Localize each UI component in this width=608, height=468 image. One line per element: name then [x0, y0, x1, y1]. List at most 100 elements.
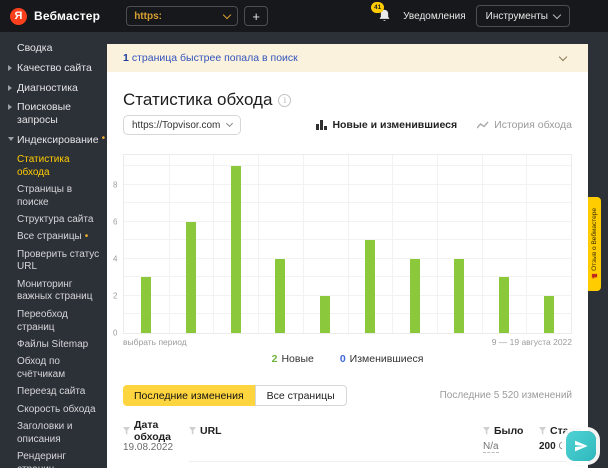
- chart-bar[interactable]: [454, 258, 465, 333]
- new-indicator-dot: •: [84, 231, 89, 243]
- gridline-vertical: [481, 155, 483, 333]
- sidebar-item[interactable]: Сводка: [8, 42, 101, 55]
- tab-all-pages[interactable]: Все страницы: [254, 385, 347, 406]
- notifications-bell[interactable]: 41: [371, 2, 393, 24]
- toggle-new-changed[interactable]: Новые и изменившиеся: [316, 119, 457, 131]
- changes-summary: Последние 5 520 изменений: [439, 390, 572, 401]
- tools-menu-button[interactable]: Инструменты: [475, 5, 570, 27]
- crawl-chart: 0 2 4 6 8 выбрать период 9 — 19 августа 2022…: [113, 154, 572, 365]
- sidebar-subitem[interactable]: Структура сайта: [17, 214, 101, 227]
- filter-icon[interactable]: [189, 427, 196, 435]
- sidebar-subitem-label: Все страницы: [17, 231, 82, 243]
- cell-crawl-date: 19.08.2022: [123, 441, 174, 453]
- sidebar-item[interactable]: Поисковые запросы: [8, 101, 101, 127]
- table-row: N/a302 Found: [123, 461, 572, 468]
- sidebar-item[interactable]: Качество сайта: [8, 62, 101, 75]
- sidebar-subitem[interactable]: Скорость обхода: [17, 404, 101, 417]
- sidebar-subitem[interactable]: Переезд сайта: [17, 386, 101, 399]
- send-icon: [575, 440, 588, 452]
- chart-bar[interactable]: [141, 277, 152, 333]
- feedback-tab[interactable]: Отзыв о Вебмастере: [588, 197, 601, 291]
- y-axis-tick: 4: [113, 254, 118, 264]
- status-code: 200: [539, 441, 556, 452]
- sidebar-subitem[interactable]: Проверить статус URL: [17, 249, 101, 275]
- chart-bar[interactable]: [498, 277, 509, 333]
- chart-bar[interactable]: [230, 166, 241, 333]
- sidebar-subitem-label: Обход по счётчикам: [17, 356, 66, 380]
- chart-legend: 2 Новые 0 Изменившиеся: [123, 353, 572, 365]
- table-row: 19.08.2022 N/a 200 OK: [123, 433, 573, 462]
- sidebar-subitem[interactable]: Страницы в поиске: [17, 184, 101, 210]
- column-header[interactable]: URL: [189, 425, 483, 437]
- sidebar-subitem[interactable]: Статистика обхода: [17, 154, 101, 180]
- legend-label: Изменившиеся: [349, 353, 424, 365]
- sidebar-subitem-label: Статистика обхода: [17, 153, 70, 178]
- y-axis-tick: 2: [113, 291, 118, 301]
- yandex-logo[interactable]: Я Вебмастер: [10, 7, 101, 25]
- app-name: Вебмастер: [34, 9, 101, 23]
- host-select-dropdown[interactable]: https://Topvisor.com: [123, 115, 242, 135]
- sidebar-subitem-label: Переезд сайта: [17, 386, 86, 398]
- sidebar-item[interactable]: Диагностика: [8, 82, 101, 95]
- sidebar-subitem[interactable]: Заголовки и описания: [17, 421, 101, 447]
- status-text: OK: [555, 441, 573, 452]
- sidebar-subitem-label: Заголовки и описания: [17, 420, 73, 445]
- bell-icon: [379, 9, 390, 21]
- chevron-down-icon: [552, 10, 562, 19]
- info-icon[interactable]: i: [278, 93, 292, 107]
- gridline-vertical: [168, 155, 170, 333]
- was-status-link[interactable]: N/a: [483, 440, 499, 453]
- column-header-label: Было: [494, 425, 524, 437]
- gridline-vertical: [392, 155, 394, 333]
- legend-label: Новые: [281, 353, 314, 365]
- feedback-icon: [591, 274, 598, 280]
- chevron-collapsed-icon: [8, 42, 17, 45]
- new-indicator-dot: •: [101, 132, 106, 144]
- chart-bar[interactable]: [186, 221, 197, 333]
- column-header[interactable]: Было: [483, 425, 539, 437]
- chart-bar[interactable]: [364, 240, 375, 333]
- sidebar-subitem[interactable]: Обход по счётчикам: [17, 356, 101, 382]
- sidebar-subitem[interactable]: Файлы Sitemap: [17, 339, 101, 352]
- chart-bar[interactable]: [320, 295, 331, 333]
- page-title: Статистика обхода: [123, 90, 273, 109]
- select-period-link[interactable]: выбрать период: [123, 337, 187, 347]
- column-header-label: Дата обхода: [134, 419, 171, 443]
- filter-icon[interactable]: [483, 427, 490, 435]
- sidebar-subitem-label: Страницы в поиске: [17, 183, 73, 208]
- cell-crawl-date: [123, 461, 189, 468]
- alert-text: 1 страница быстрее попала в поиск: [123, 52, 298, 64]
- filter-icon[interactable]: [123, 427, 130, 435]
- feedback-label: Отзыв о Вебмастере: [591, 207, 598, 271]
- chevron-down-icon: [222, 10, 232, 19]
- add-site-button[interactable]: +: [244, 6, 269, 26]
- site-select-dropdown[interactable]: https:: [126, 6, 239, 26]
- alert-bar[interactable]: 1 страница быстрее попала в поиск: [107, 44, 588, 72]
- toggle-crawl-history[interactable]: История обхода: [477, 119, 572, 131]
- tab-last-changes[interactable]: Последние изменения: [123, 385, 255, 406]
- sidebar-subitem[interactable]: Переобход страниц: [17, 309, 101, 335]
- sidebar-item-label: Индексирование: [17, 133, 99, 146]
- chevron-collapsed-icon: [8, 82, 17, 91]
- chart-bar[interactable]: [543, 295, 554, 333]
- filter-icon[interactable]: [539, 427, 546, 435]
- chevron-expanded-icon: [8, 134, 17, 141]
- cell-became: 200 OK: [539, 433, 573, 462]
- sidebar-subitem[interactable]: Все страницы •: [17, 231, 101, 244]
- alert-count: 1: [123, 52, 129, 64]
- gridline-vertical: [302, 155, 304, 333]
- tools-label: Инструменты: [485, 10, 548, 22]
- chevron-down-icon: [558, 52, 568, 61]
- chart-bar[interactable]: [275, 258, 286, 333]
- chat-widget-button[interactable]: [566, 431, 596, 461]
- sidebar-item-label: Сводка: [17, 42, 53, 54]
- y-axis-tick: 6: [113, 217, 118, 227]
- line-chart-icon: [477, 121, 489, 128]
- sidebar-subitem[interactable]: Мониторинг важных страниц: [17, 279, 101, 305]
- column-header[interactable]: Дата обхода: [123, 419, 189, 443]
- sidebar-item[interactable]: Индексирование •: [8, 133, 105, 147]
- notifications-label[interactable]: Уведомления: [403, 10, 466, 22]
- chart-bar[interactable]: [409, 258, 420, 333]
- sidebar-subitem-label: Файлы Sitemap: [17, 338, 89, 350]
- sidebar-subitem[interactable]: Рендеринг страниц JavaScript (β)•: [17, 451, 101, 468]
